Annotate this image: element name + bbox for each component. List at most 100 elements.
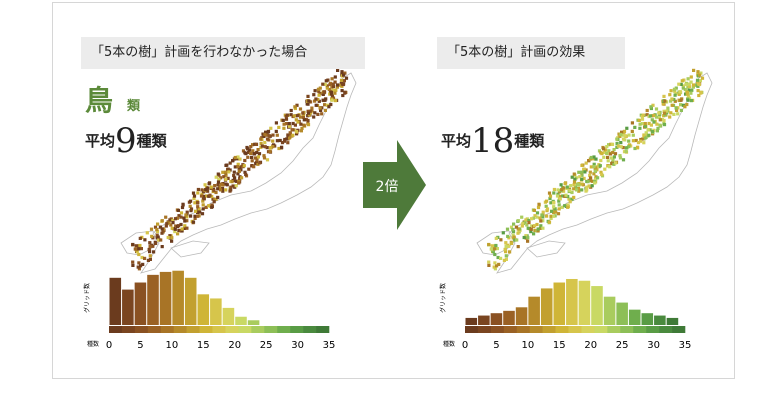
colorbar-segment bbox=[646, 326, 660, 333]
x-tick-label: 10 bbox=[521, 340, 534, 351]
map-grid-cell bbox=[638, 126, 642, 130]
map-grid-cell bbox=[689, 80, 693, 84]
map-grid-cell bbox=[318, 86, 322, 90]
map-grid-cell bbox=[343, 90, 347, 94]
map-grid-cell bbox=[511, 227, 515, 232]
map-grid-cell bbox=[310, 106, 314, 110]
map-grid-cell bbox=[615, 141, 619, 146]
map-grid-cell bbox=[255, 150, 259, 155]
map-grid-cell bbox=[638, 122, 642, 126]
average-prefix: 平均 bbox=[85, 132, 116, 150]
map-grid-cell bbox=[650, 118, 654, 122]
map-grid-cell bbox=[516, 219, 520, 223]
map-grid-cell bbox=[585, 185, 589, 189]
map-grid-cell bbox=[160, 219, 164, 223]
map-grid-cell bbox=[549, 216, 553, 220]
map-grid-cell bbox=[167, 220, 171, 224]
map-grid-cell bbox=[262, 154, 266, 158]
map-grid-cell bbox=[589, 176, 593, 180]
map-grid-cell bbox=[278, 138, 282, 143]
map-grid-cell bbox=[302, 123, 306, 127]
map-grid-cell bbox=[323, 103, 327, 107]
map-grid-cell bbox=[204, 188, 208, 192]
map-grid-cell bbox=[495, 264, 499, 268]
map-grid-cell bbox=[516, 227, 520, 231]
map-grid-cell bbox=[619, 145, 623, 149]
map-grid-cell bbox=[139, 247, 143, 251]
map-grid-cell bbox=[503, 248, 507, 252]
map-grid-cell bbox=[516, 245, 520, 249]
map-grid-cell bbox=[514, 225, 518, 229]
x-tick-label: 20 bbox=[584, 340, 597, 351]
arrow-right-icon: 2倍 bbox=[363, 140, 426, 230]
colorbar-segment bbox=[173, 326, 187, 333]
map-grid-cell bbox=[572, 195, 576, 199]
colorbar-segment bbox=[186, 326, 200, 333]
map-grid-cell bbox=[662, 118, 666, 123]
map-grid-cell bbox=[530, 224, 534, 228]
map-grid-cell bbox=[160, 227, 164, 231]
map-grid-cell bbox=[520, 215, 524, 219]
map-grid-cell bbox=[266, 150, 271, 154]
map-grid-cell bbox=[549, 214, 553, 218]
map-grid-cell bbox=[250, 164, 254, 168]
colorbar-segment bbox=[607, 326, 621, 333]
map-grid-cell bbox=[496, 255, 500, 260]
map-grid-cell bbox=[600, 152, 604, 156]
x-tick-label: 35 bbox=[679, 340, 692, 351]
map-grid-cell bbox=[313, 89, 317, 93]
map-grid-cell bbox=[176, 208, 180, 212]
map-grid-cell bbox=[298, 107, 303, 111]
map-grid-cell bbox=[593, 169, 597, 173]
map-grid-cell bbox=[329, 92, 333, 96]
map-grid-cell bbox=[221, 189, 225, 193]
map-grid-cell bbox=[588, 174, 592, 178]
map-grid-cell bbox=[658, 118, 662, 122]
map-grid-cell bbox=[662, 114, 666, 118]
map-grid-cell bbox=[179, 211, 184, 215]
map-grid-cell bbox=[301, 111, 305, 115]
map-grid-cell bbox=[548, 196, 552, 201]
map-grid-cell bbox=[618, 134, 622, 138]
map-grid-cell bbox=[560, 188, 564, 192]
map-grid-cell bbox=[131, 260, 135, 264]
histogram-bar bbox=[503, 310, 515, 325]
colorbar-segment bbox=[477, 326, 492, 333]
map-grid-cell bbox=[230, 180, 234, 184]
map-grid-cell bbox=[603, 167, 607, 171]
map-grid-cell bbox=[217, 177, 221, 181]
colorbar-segment bbox=[134, 326, 149, 333]
map-grid-cell bbox=[317, 89, 321, 94]
map-grid-cell bbox=[214, 190, 218, 195]
map-grid-cell bbox=[630, 129, 634, 133]
map-grid-cell bbox=[269, 126, 273, 130]
map-grid-cell bbox=[184, 213, 188, 217]
map-grid-cell bbox=[191, 191, 196, 195]
average-species: 平均9種類 bbox=[85, 121, 167, 161]
map-grid-cell bbox=[580, 163, 584, 167]
colorbar-segment bbox=[672, 326, 686, 333]
map-grid-cell bbox=[238, 166, 242, 170]
map-grid-cell bbox=[532, 232, 536, 236]
map-grid-cell bbox=[288, 131, 292, 135]
map-grid-cell bbox=[592, 157, 596, 161]
map-grid-cell bbox=[183, 224, 187, 228]
map-grid-cell bbox=[510, 241, 514, 245]
map-grid-cell bbox=[649, 105, 653, 109]
map-grid-cell bbox=[587, 184, 591, 188]
map-grid-cell bbox=[499, 256, 503, 260]
histogram-bar bbox=[578, 280, 591, 325]
map-grid-cell bbox=[541, 215, 545, 219]
map-grid-cell bbox=[680, 79, 684, 83]
map-grid-cell bbox=[137, 267, 141, 271]
map-grid-cell bbox=[243, 170, 247, 174]
map-grid-cell bbox=[147, 248, 151, 252]
map-grid-cell bbox=[224, 170, 228, 174]
map-grid-cell bbox=[176, 232, 180, 236]
x-tick-label: 5 bbox=[493, 340, 499, 351]
map-grid-cell bbox=[541, 210, 545, 214]
average-suffix: 種類 bbox=[514, 132, 545, 150]
map-grid-cell bbox=[227, 170, 231, 174]
map-grid-cell bbox=[669, 111, 673, 115]
map-grid-cell bbox=[292, 114, 296, 118]
